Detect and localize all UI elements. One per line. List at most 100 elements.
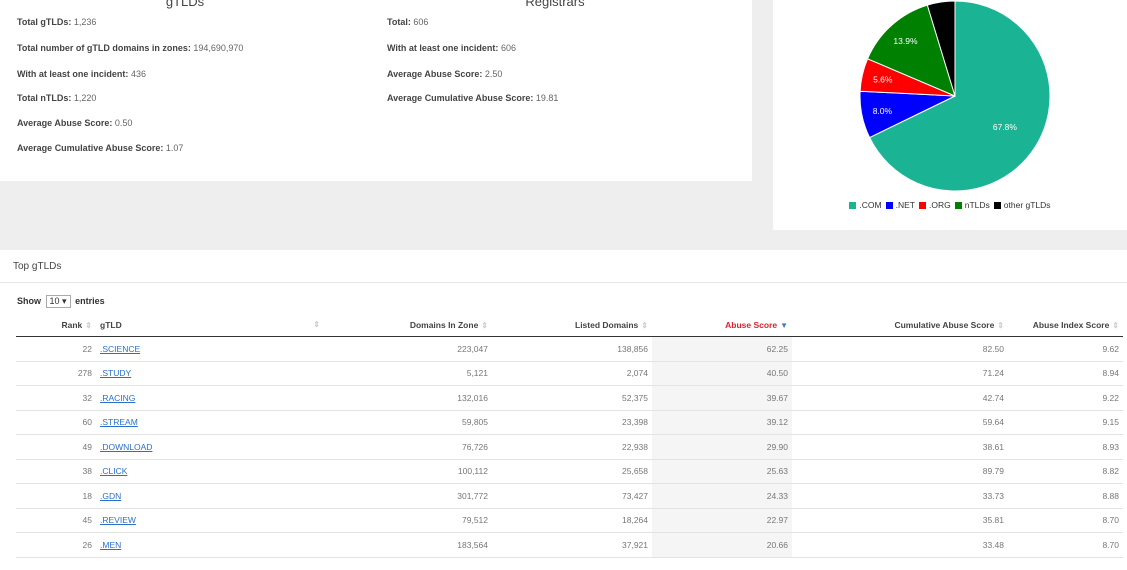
cell-domains-in-zone: 100,112 <box>324 459 492 484</box>
cell-abuse-index-score: 9.22 <box>1008 385 1123 411</box>
sort-icon: ⇕ <box>1112 321 1119 330</box>
show-label: Show <box>17 295 41 306</box>
gtld-link[interactable]: .DOWNLOAD <box>100 441 153 452</box>
pie-chart: 67.8% 8.0% 5.6% 13.9% <box>859 0 1051 192</box>
col-rank[interactable]: Rank ⇕ <box>16 314 96 337</box>
slice-label-com: 67.8% <box>993 122 1018 132</box>
cell-domains-in-zone: 79,512 <box>324 508 492 533</box>
cell-domains-in-zone: 5,121 <box>324 361 492 386</box>
col-domains-in-zone[interactable]: Domains In Zone ⇕ <box>324 314 492 337</box>
legend-swatch <box>849 202 857 209</box>
table-row: 278 .STUDY 5,121 2,074 40.50 71.24 8.94 <box>16 361 1123 386</box>
table-row: 38 .CLICK 100,112 25,658 25.63 89.79 8.82 <box>16 459 1123 484</box>
cell-abuse-index-score: 8.70 <box>1008 532 1123 558</box>
cell-domains-in-zone: 59,805 <box>324 410 492 435</box>
cell-cumulative-abuse-score: 38.61 <box>792 434 1008 460</box>
cell-rank: 26 <box>16 532 96 558</box>
legend-label: .COM <box>859 200 882 210</box>
stat-registrar-avg-abuse: Average Abuse Score: 2.50 <box>387 69 503 79</box>
table-row: 60 .STREAM 59,805 23,398 39.12 59.64 9.15 <box>16 410 1123 435</box>
cell-abuse-index-score: 8.94 <box>1008 361 1123 386</box>
cell-abuse-index-score: 8.82 <box>1008 459 1123 484</box>
sort-desc-icon: ▼ <box>780 321 788 330</box>
top-gtlds-panel: Top gTLDs Show 10 ▾ entries Rank ⇕ gTLD ⇕ … <box>0 250 1127 570</box>
cell-abuse-score: 39.12 <box>652 410 792 435</box>
cell-listed-domains: 138,856 <box>492 336 652 362</box>
cell-rank: 22 <box>16 336 96 362</box>
cell-listed-domains: 25,658 <box>492 459 652 484</box>
col-gtld[interactable]: gTLD ⇕ <box>96 314 324 337</box>
cell-listed-domains: 23,398 <box>492 410 652 435</box>
legend-item-org[interactable]: .ORG <box>919 200 951 210</box>
cell-abuse-index-score: 8.93 <box>1008 434 1123 460</box>
chart-panel: 67.8% 8.0% 5.6% 13.9% .COM .NET .ORG nTLDs othe… <box>773 0 1127 230</box>
legend-swatch <box>919 202 926 209</box>
cell-cumulative-abuse-score: 33.48 <box>792 532 1008 558</box>
table-row: 18 .GDN 301,772 73,427 24.33 33.73 8.88 <box>16 483 1123 509</box>
cell-abuse-score: 62.25 <box>652 336 792 362</box>
cell-domains-in-zone: 223,047 <box>324 336 492 362</box>
table-header-row: Rank ⇕ gTLD ⇕ Domains In Zone ⇕ Listed Doma… <box>16 314 1123 337</box>
cell-rank: 278 <box>16 361 96 386</box>
legend-item-com[interactable]: .COM <box>849 200 882 210</box>
stat-registrar-total: Total: 606 <box>387 17 429 27</box>
entries-select[interactable]: 10 ▾ <box>45 295 71 308</box>
table-row: 45 .REVIEW 79,512 18,264 22.97 35.81 8.70 <box>16 508 1123 533</box>
col-listed-domains[interactable]: Listed Domains ⇕ <box>492 314 652 337</box>
gtld-link[interactable]: .CLICK <box>100 466 128 477</box>
pie-slice-com[interactable] <box>868 0 1051 192</box>
gtld-link[interactable]: .RACING <box>100 392 136 403</box>
stat-total-domains: Total number of gTLD domains in zones: 1… <box>17 43 244 53</box>
cell-rank: 45 <box>16 508 96 533</box>
slice-label-org: 5.6% <box>873 74 893 84</box>
cell-rank: 32 <box>16 385 96 411</box>
stat-total-ntlds: Total nTLDs: 1,220 <box>17 93 97 103</box>
col-abuse-score[interactable]: Abuse Score ▼ <box>652 314 792 337</box>
cell-rank: 18 <box>16 483 96 509</box>
legend-label: other gTLDs <box>1003 200 1051 210</box>
cell-abuse-index-score: 9.15 <box>1008 410 1123 435</box>
cell-gtld: .MEN <box>96 532 324 558</box>
cell-cumulative-abuse-score: 42.74 <box>792 385 1008 411</box>
cell-cumulative-abuse-score: 33.73 <box>792 483 1008 509</box>
cell-abuse-index-score: 8.70 <box>1008 508 1123 533</box>
cell-cumulative-abuse-score: 82.50 <box>792 336 1008 362</box>
stat-gtld-avg-abuse: Average Abuse Score: 0.50 <box>17 118 133 128</box>
sort-icon: ⇕ <box>85 321 92 330</box>
cell-domains-in-zone: 132,016 <box>324 385 492 411</box>
legend-item-ntlds[interactable]: nTLDs <box>954 200 990 210</box>
cell-domains-in-zone: 301,772 <box>324 483 492 509</box>
chart-legend: .COM .NET .ORG nTLDs other gTLDs <box>773 200 1127 210</box>
entries-label: entries <box>75 295 105 306</box>
cell-gtld: .STREAM <box>96 410 324 435</box>
gtld-link[interactable]: .SCIENCE <box>100 343 141 354</box>
cell-gtld: .SCIENCE <box>96 336 324 362</box>
legend-item-other-gtlds[interactable]: other gTLDs <box>993 200 1051 210</box>
stat-registrar-avg-cumulative: Average Cumulative Abuse Score: 19.81 <box>387 93 559 103</box>
gtld-link[interactable]: .STREAM <box>100 417 138 428</box>
cell-cumulative-abuse-score: 35.81 <box>792 508 1008 533</box>
cell-abuse-score: 29.90 <box>652 434 792 460</box>
gtld-link[interactable]: .MEN <box>100 539 122 550</box>
legend-label: nTLDs <box>964 200 990 210</box>
col-cumulative-abuse-score[interactable]: Cumulative Abuse Score ⇕ <box>792 314 1008 337</box>
gtlds-heading: gTLDs <box>165 0 205 9</box>
sort-icon: ⇕ <box>313 320 320 329</box>
divider <box>0 282 1127 283</box>
cell-gtld: .STUDY <box>96 361 324 386</box>
col-abuse-index-score[interactable]: Abuse Index Score ⇕ <box>1008 314 1123 337</box>
legend-item-net[interactable]: .NET <box>885 200 915 210</box>
gtld-link[interactable]: .REVIEW <box>100 515 136 526</box>
cell-abuse-score: 20.66 <box>652 532 792 558</box>
stat-registrar-incidents: With at least one incident: 606 <box>387 43 516 53</box>
cell-cumulative-abuse-score: 71.24 <box>792 361 1008 386</box>
cell-abuse-score: 39.67 <box>652 385 792 411</box>
cell-abuse-score: 40.50 <box>652 361 792 386</box>
cell-abuse-score: 22.97 <box>652 508 792 533</box>
pie-slice-ntlds[interactable] <box>866 4 956 97</box>
gtld-link[interactable]: .STUDY <box>100 368 132 379</box>
legend-swatch <box>954 202 962 209</box>
gtld-link[interactable]: .GDN <box>100 490 122 501</box>
pie-slice-other-gtlds[interactable] <box>926 0 956 97</box>
cell-domains-in-zone: 183,564 <box>324 532 492 558</box>
